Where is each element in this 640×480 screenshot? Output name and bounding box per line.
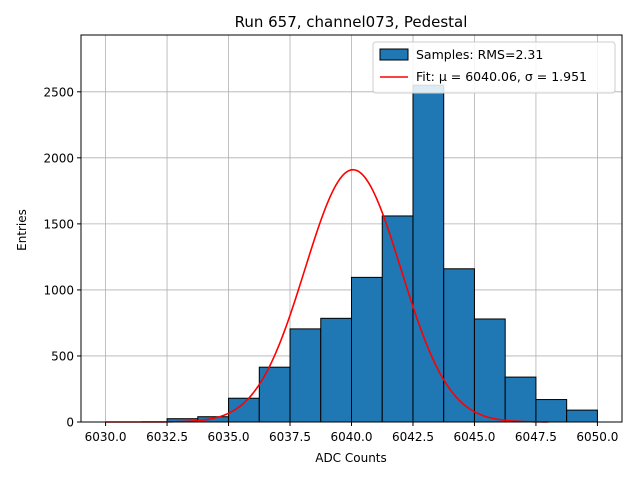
y-axis-label: Entries [15, 209, 29, 251]
histogram-bar [566, 409, 598, 423]
y-tick-label: 2000 [43, 151, 74, 165]
y-tick-label: 2500 [43, 85, 74, 99]
histogram-bar [473, 318, 506, 423]
histogram-bar [320, 317, 352, 423]
x-tick-label: 6047.5 [515, 430, 557, 444]
histogram-bar [412, 84, 445, 423]
x-tick-label: 6037.5 [269, 430, 311, 444]
histogram-bar [351, 276, 383, 423]
legend: Samples: RMS=2.31 Fit: μ = 6040.06, σ = 1… [372, 41, 616, 94]
x-tick-label: 6035.0 [208, 430, 250, 444]
legend-swatch-samples [379, 48, 409, 61]
y-tick-label: 0 [66, 416, 74, 430]
y-axis-ticks: 0 500 1000 1500 2000 2500 [43, 85, 81, 430]
y-tick-label: 500 [51, 349, 74, 363]
histogram-bar [443, 268, 475, 423]
chart-title: Run 657, channel073, Pedestal [235, 13, 468, 31]
x-axis-label: ADC Counts [315, 451, 387, 465]
x-tick-label: 6040.0 [331, 430, 373, 444]
x-tick-label: 6050.0 [576, 430, 618, 444]
x-tick-label: 6032.5 [146, 430, 188, 444]
legend-box [372, 41, 616, 94]
histogram-bar [381, 215, 414, 423]
x-axis-ticks: 6030.0 6032.5 6035.0 6037.5 6040.0 6042.5 6045… [85, 422, 618, 444]
y-tick-label: 1500 [43, 217, 74, 231]
x-tick-label: 6045.0 [453, 430, 495, 444]
histogram-bar [535, 399, 568, 423]
x-tick-label: 6030.0 [85, 430, 127, 444]
legend-label-samples: Samples: RMS=2.31 [416, 47, 543, 62]
x-tick-label: 6042.5 [392, 430, 434, 444]
histogram-bar [504, 376, 537, 423]
y-tick-label: 1000 [43, 283, 74, 297]
legend-label-fit: Fit: μ = 6040.06, σ = 1.951 [416, 69, 587, 84]
histogram-bar [289, 328, 322, 423]
